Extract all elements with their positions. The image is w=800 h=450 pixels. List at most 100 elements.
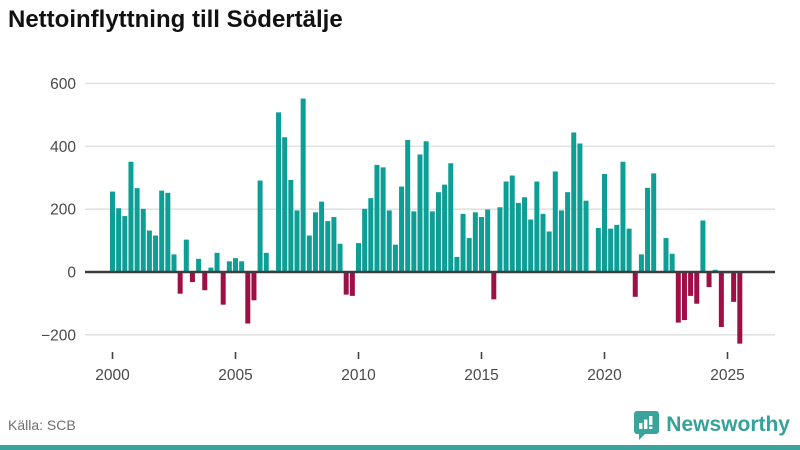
chart-canvas: −200 0 200 400 600 2000 2005 2010 2015 2020 2025 <box>41 76 775 384</box>
bar-2018Q4 <box>571 132 577 272</box>
bar-2022Q4 <box>669 253 675 272</box>
bar-2010Q1 <box>356 243 361 272</box>
footer: Källa: SCB Newsworthy <box>0 405 800 445</box>
bar-2012Q3 <box>417 154 423 272</box>
bar-2010Q2 <box>362 208 368 272</box>
bar-2015Q1 <box>479 217 484 272</box>
bar-2020Q1 <box>602 173 607 272</box>
bar-2015Q2 <box>485 209 491 272</box>
bar-2014Q4 <box>472 212 478 272</box>
bar-2000Q2 <box>116 208 122 272</box>
bar-2003Q2 <box>189 272 195 283</box>
x-tick-label: 2005 <box>218 367 252 384</box>
bar-2006Q4 <box>276 112 282 272</box>
x-tick-label: 2015 <box>464 367 498 384</box>
bar-2013Q2 <box>435 192 441 272</box>
bar-2001Q3 <box>146 230 152 272</box>
bar-2020Q2 <box>608 228 614 272</box>
bar-2001Q2 <box>140 208 146 272</box>
bar-2001Q1 <box>134 188 140 272</box>
bar-2009Q3 <box>343 272 349 295</box>
bar-2017Q1 <box>528 219 534 272</box>
bar-2024Q2 <box>706 272 712 288</box>
bar-2009Q2 <box>337 243 343 272</box>
bar-2020Q3 <box>614 224 620 272</box>
bar-2002Q1 <box>159 190 165 272</box>
bar-2016Q1 <box>503 181 509 272</box>
bar-2004Q1 <box>208 267 214 272</box>
bar-2004Q4 <box>226 261 232 272</box>
bar-2011Q2 <box>386 210 392 272</box>
bar-2002Q2 <box>165 192 171 272</box>
bar-2016Q2 <box>509 175 515 272</box>
bar-2002Q4 <box>177 272 183 294</box>
bar-2023Q1 <box>675 272 681 323</box>
page-title: Nettoinflyttning till Södertälje <box>8 6 343 33</box>
bar-2011Q4 <box>399 186 405 272</box>
y-tick-label: 600 <box>50 76 76 93</box>
x-tick-label: 2000 <box>95 367 130 384</box>
bar-2005Q1 <box>233 258 238 272</box>
bar-2002Q3 <box>171 254 177 272</box>
x-tick-label: 2025 <box>710 367 744 384</box>
bar-2025Q2 <box>731 272 737 302</box>
y-tick-label: 0 <box>67 265 76 282</box>
bar-2005Q4 <box>251 272 257 301</box>
bar-2021Q1 <box>626 228 632 272</box>
bar-2014Q3 <box>466 238 472 272</box>
bar-2013Q3 <box>442 184 448 272</box>
bar-2025Q3 <box>737 272 743 344</box>
y-tick-label: 200 <box>50 202 76 219</box>
bar-2011Q3 <box>392 244 398 272</box>
bar-2005Q3 <box>245 272 251 324</box>
bar-2017Q2 <box>534 181 540 272</box>
bar-2008Q1 <box>306 235 312 272</box>
bar-2024Q1 <box>700 220 706 272</box>
bar-2006Q1 <box>257 180 263 272</box>
source-label: Källa: SCB <box>8 417 76 433</box>
bar-2011Q1 <box>380 167 386 272</box>
bar-2007Q4 <box>300 98 306 272</box>
y-tick-label: −200 <box>41 327 76 344</box>
bar-2009Q4 <box>349 272 355 296</box>
bar-2017Q3 <box>540 213 546 272</box>
bar-2021Q3 <box>638 254 644 272</box>
bar-2005Q2 <box>239 261 245 272</box>
bar-2013Q1 <box>429 211 435 272</box>
bar-2023Q3 <box>688 272 694 296</box>
bar-2008Q2 <box>312 212 318 272</box>
bar-2019Q1 <box>577 143 583 272</box>
bar-2014Q1 <box>454 256 460 272</box>
bar-2019Q4 <box>595 228 601 272</box>
bar-2016Q4 <box>522 197 528 272</box>
newsworthy-logo-text: Newsworthy <box>666 413 790 436</box>
bar-2000Q3 <box>122 216 128 272</box>
x-tick-label: 2010 <box>341 367 376 384</box>
x-tick-label: 2020 <box>587 367 622 384</box>
bar-2008Q4 <box>325 221 331 272</box>
bar-2017Q4 <box>546 231 552 272</box>
bar-2010Q3 <box>368 198 374 272</box>
bottom-accent-border <box>0 445 800 450</box>
bar-2007Q2 <box>288 179 294 272</box>
bar-2013Q4 <box>448 163 454 272</box>
bar-2018Q2 <box>558 210 564 272</box>
bar-2019Q2 <box>583 200 589 272</box>
bar-2014Q2 <box>460 213 466 272</box>
bar-2001Q4 <box>153 235 159 272</box>
newsworthy-logo[interactable]: Newsworthy <box>634 410 790 440</box>
bar-2023Q2 <box>681 272 687 321</box>
bar-2004Q3 <box>220 272 226 305</box>
bar-2003Q3 <box>196 258 202 272</box>
bar-2022Q1 <box>651 173 657 272</box>
bar-2004Q2 <box>214 252 220 272</box>
bar-2023Q4 <box>694 272 700 304</box>
bar-chart: −200 0 200 400 600 2000 2005 2010 2015 2020 2025 <box>0 60 800 400</box>
newsworthy-logo-icon <box>634 410 660 440</box>
bar-2018Q1 <box>552 171 558 272</box>
bar-2012Q2 <box>411 211 417 272</box>
bar-2007Q1 <box>282 137 288 272</box>
bar-2012Q4 <box>423 141 429 272</box>
bar-2006Q2 <box>263 252 269 272</box>
y-tick-label: 400 <box>50 139 76 156</box>
